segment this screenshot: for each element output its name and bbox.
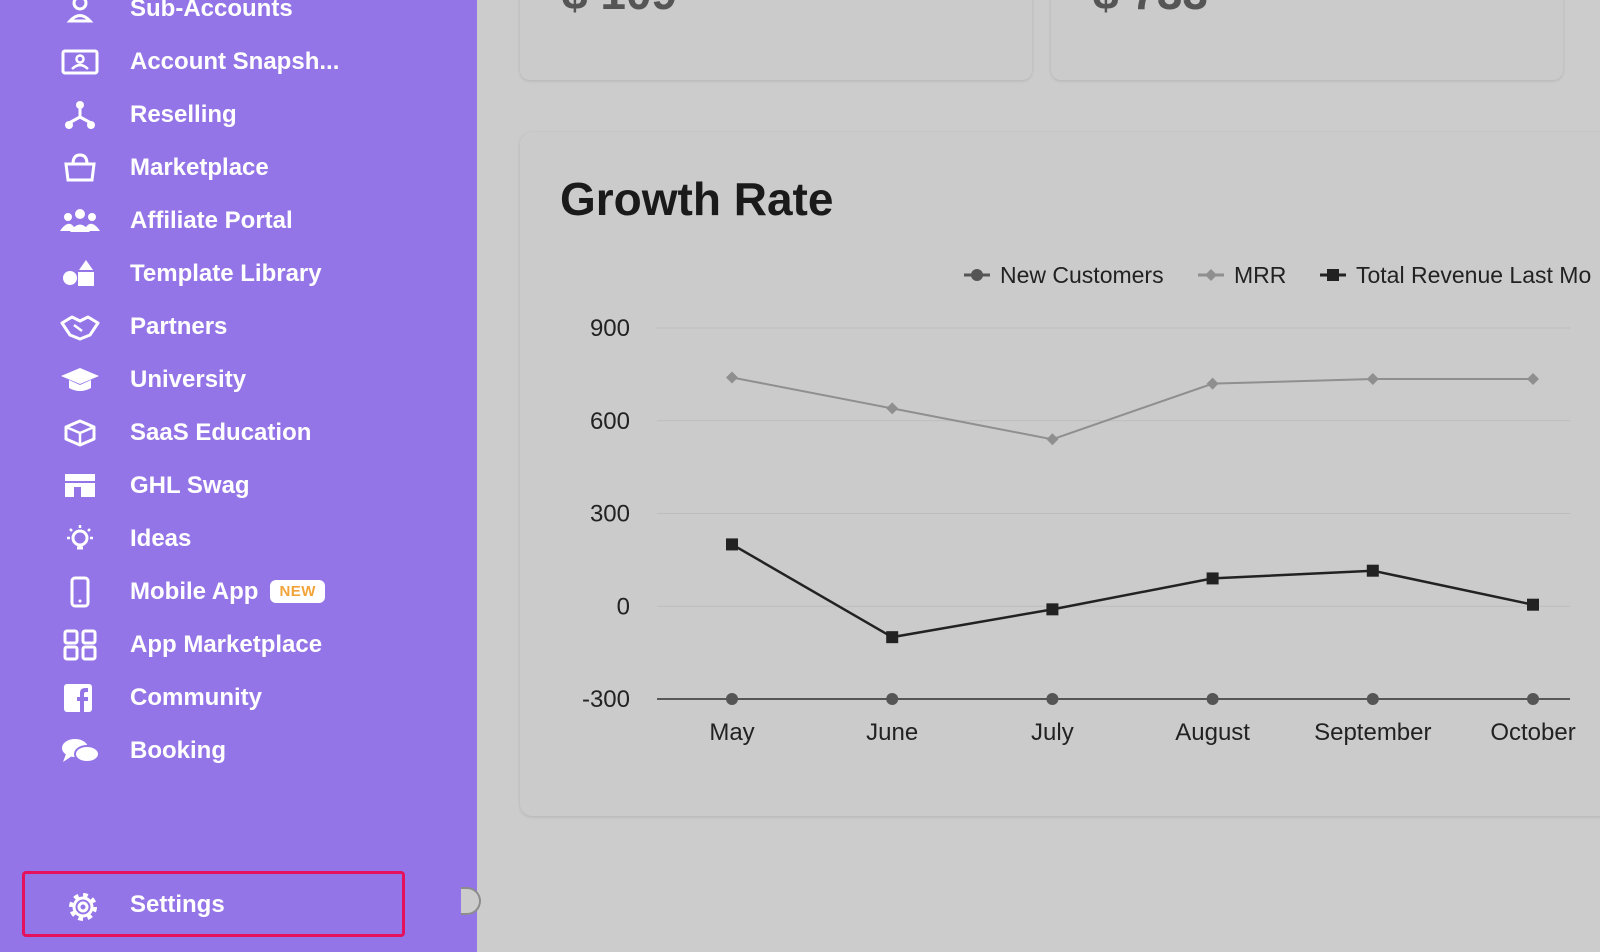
y-tick-label: 300 bbox=[590, 501, 630, 528]
sidebar-item-reselling[interactable]: Reselling bbox=[0, 91, 477, 139]
sidebar-item-label-text: Mobile App bbox=[130, 578, 259, 605]
sidebar-item-label: Ideas bbox=[130, 525, 192, 552]
x-tick-label: September bbox=[1314, 719, 1431, 746]
sidebar-item-ghl-swag[interactable]: GHL Swag bbox=[0, 462, 477, 510]
data-point bbox=[886, 693, 899, 705]
series-line bbox=[731, 376, 1533, 441]
data-point bbox=[726, 538, 738, 551]
stat-value: $ 733 bbox=[1093, 0, 1208, 20]
data-point bbox=[726, 371, 738, 384]
data-point bbox=[1206, 572, 1219, 585]
x-tick-label: July bbox=[1031, 719, 1074, 746]
users-icon bbox=[52, 201, 108, 241]
sidebar-item-label: App Marketplace bbox=[130, 631, 323, 658]
sidebar-item-label: Reselling bbox=[130, 101, 237, 128]
x-tick-label: May bbox=[709, 719, 754, 746]
y-tick-label: 900 bbox=[590, 315, 630, 342]
sidebar-item-partners[interactable]: Partners bbox=[0, 303, 477, 351]
data-point bbox=[1366, 373, 1379, 386]
data-point bbox=[1366, 564, 1379, 577]
data-point bbox=[1046, 433, 1059, 446]
grid-icon bbox=[52, 625, 108, 665]
lightbulb-icon bbox=[52, 519, 108, 559]
sidebar-item-label: Affiliate Portal bbox=[130, 207, 293, 234]
growth-rate-chart: 900 600 300 0 -300 May June July August September… bbox=[582, 262, 1591, 746]
data-point bbox=[886, 402, 899, 415]
data-point bbox=[726, 693, 738, 705]
sidebar-item-label: Template Library bbox=[130, 260, 322, 287]
sidebar-item-saas-education[interactable]: SaaS Education bbox=[0, 409, 477, 457]
box-icon bbox=[52, 413, 108, 453]
x-tick-label: August bbox=[1175, 719, 1250, 746]
x-tick-label: June bbox=[866, 719, 918, 746]
sidebar-item-label: Sub-Accounts bbox=[130, 0, 293, 22]
legend-entry: MRR bbox=[1234, 262, 1286, 288]
gear-icon bbox=[55, 887, 111, 927]
data-point bbox=[1046, 603, 1059, 616]
data-point bbox=[1366, 693, 1379, 705]
y-tick-label: 600 bbox=[590, 408, 630, 435]
sidebar-item-label: GHL Swag bbox=[130, 472, 250, 499]
sidebar-item-affiliate-portal[interactable]: Affiliate Portal bbox=[0, 197, 477, 245]
stat-card: $ 733 bbox=[1051, 0, 1563, 80]
sidebar-item-label: SaaS Education bbox=[130, 419, 312, 446]
graduation-cap-icon bbox=[52, 360, 108, 400]
data-point bbox=[1527, 598, 1539, 611]
legend-marker bbox=[1327, 269, 1339, 281]
handshake-icon bbox=[52, 307, 108, 347]
user-icon bbox=[52, 0, 108, 29]
data-point bbox=[1046, 693, 1059, 705]
sidebar-item-account-snapshots[interactable]: Account Snapsh... bbox=[0, 38, 477, 86]
sidebar-item-marketplace[interactable]: Marketplace bbox=[0, 144, 477, 192]
sidebar-item-label: Mobile App NEW bbox=[130, 578, 325, 606]
sidebar-item-settings[interactable]: Settings bbox=[22, 871, 405, 937]
shopping-bag-icon bbox=[52, 148, 108, 188]
legend-entry: New Customers bbox=[1000, 262, 1164, 288]
data-point bbox=[1527, 373, 1539, 386]
chat-icon bbox=[52, 731, 108, 771]
x-tick-label: October bbox=[1490, 719, 1575, 746]
chart-title: Growth Rate bbox=[560, 173, 834, 225]
legend-marker bbox=[1205, 269, 1217, 281]
sidebar-item-label: Marketplace bbox=[130, 154, 269, 181]
new-badge: NEW bbox=[270, 580, 325, 603]
sidebar-collapse-handle[interactable] bbox=[461, 887, 481, 915]
id-card-icon bbox=[52, 42, 108, 82]
sidebar-item-label: Booking bbox=[130, 737, 226, 764]
shapes-icon bbox=[52, 254, 108, 294]
sidebar-item-label: Partners bbox=[130, 313, 228, 340]
sidebar-item-mobile-app[interactable]: Mobile App NEW bbox=[0, 568, 477, 616]
sidebar-item-ideas[interactable]: Ideas bbox=[0, 515, 477, 563]
y-tick-label: 0 bbox=[617, 593, 630, 620]
store-icon bbox=[52, 466, 108, 506]
sidebar-item-sub-accounts[interactable]: Sub-Accounts bbox=[0, 0, 477, 33]
mobile-icon bbox=[52, 572, 108, 612]
sidebar-item-template-library[interactable]: Template Library bbox=[0, 250, 477, 298]
data-point bbox=[886, 631, 899, 644]
facebook-icon bbox=[52, 678, 108, 718]
stat-card: $ 109 bbox=[520, 0, 1032, 80]
data-point bbox=[1206, 377, 1219, 390]
sidebar: Sub-Accounts Account Snapsh... Reselling… bbox=[0, 0, 477, 952]
y-tick-label: -300 bbox=[582, 686, 630, 713]
sidebar-item-label: University bbox=[130, 366, 247, 393]
sidebar-item-community[interactable]: Community bbox=[0, 674, 477, 722]
sidebar-item-label: Settings bbox=[130, 891, 225, 918]
sidebar-item-university[interactable]: University bbox=[0, 356, 477, 404]
network-icon bbox=[52, 95, 108, 135]
sidebar-item-app-marketplace[interactable]: App Marketplace bbox=[0, 621, 477, 669]
sidebar-item-label: Community bbox=[130, 684, 262, 711]
legend-entry: Total Revenue Last Mo bbox=[1356, 262, 1591, 288]
series-line bbox=[731, 543, 1534, 639]
sidebar-item-booking[interactable]: Booking bbox=[0, 727, 477, 775]
growth-rate-card: Growth Rate 900 600 300 0 -300 May June July Aug… bbox=[520, 132, 1600, 816]
stat-value: $ 109 bbox=[562, 0, 677, 20]
data-point bbox=[1527, 693, 1539, 705]
data-point bbox=[1206, 693, 1219, 705]
sidebar-item-label: Account Snapsh... bbox=[130, 48, 340, 75]
legend-marker bbox=[971, 269, 983, 281]
